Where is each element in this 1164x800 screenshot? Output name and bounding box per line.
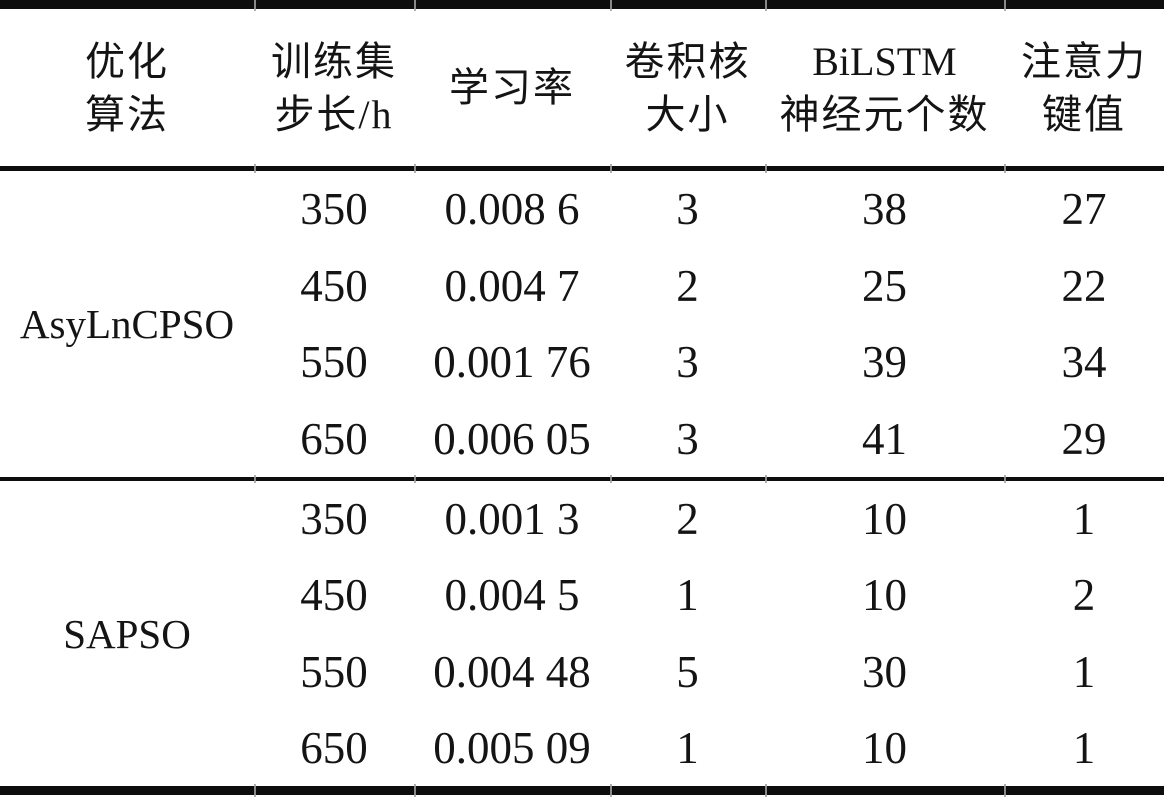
- cell-bilstm-neurons: 25: [862, 260, 907, 311]
- cell-training-step: 550: [300, 646, 368, 697]
- cell-kernel-size: 2: [676, 494, 699, 545]
- column-seam-mark: [254, 784, 256, 797]
- algorithm-label-asylncpso: AsyLnCPSO: [19, 301, 235, 347]
- column-seam-mark: [765, 0, 767, 11]
- header-line: BiLSTM: [812, 38, 957, 84]
- cell-attention-key: 29: [1061, 413, 1107, 464]
- cell-training-step: 550: [300, 337, 368, 388]
- cell-bilstm-neurons: 10: [862, 494, 907, 545]
- cell-kernel-size: 3: [676, 184, 699, 235]
- group-sapso: SAPSO 350 0.001 3 2 10 1 450 0.004 5 1 1…: [0, 481, 1164, 786]
- header-line: 优化: [85, 38, 169, 84]
- cell-training-step: 450: [300, 260, 368, 311]
- top-rule: [0, 0, 1164, 11]
- cell-training-step: 650: [300, 722, 368, 773]
- header-attention-keys: 注意力 键值: [1004, 9, 1164, 166]
- header-optimization-algorithm: 优化 算法: [0, 9, 254, 166]
- header-rule: [0, 164, 1164, 173]
- cell-bilstm-neurons: 30: [862, 646, 907, 697]
- cell-learning-rate: 0.001 76: [433, 337, 591, 388]
- header-line: 学习率: [449, 65, 575, 110]
- cell-learning-rate: 0.004 48: [433, 646, 591, 697]
- cell-training-step: 350: [300, 494, 368, 545]
- cell-kernel-size: 5: [676, 646, 699, 697]
- cell-bilstm-neurons: 39: [862, 337, 907, 388]
- header-learning-rate: 学习率: [414, 9, 610, 166]
- cell-attention-key: 27: [1061, 184, 1107, 235]
- cell-training-step: 350: [300, 184, 368, 235]
- cell-learning-rate: 0.004 7: [444, 260, 580, 311]
- header-line: 神经元个数: [779, 91, 990, 137]
- bottom-rule: [0, 784, 1164, 797]
- header-kernel-size: 卷积核 大小: [610, 9, 765, 166]
- column-seam-mark: [414, 475, 416, 483]
- header-line: 步长/h: [274, 91, 394, 137]
- column-seam-mark: [254, 164, 256, 173]
- group-asylncpso: AsyLnCPSO 350 0.008 6 3 38 27 450 0.004 …: [0, 171, 1164, 477]
- cell-attention-key: 1: [1072, 646, 1096, 697]
- column-seam-mark: [1004, 475, 1006, 483]
- cell-bilstm-neurons: 10: [862, 570, 907, 621]
- cell-learning-rate: 0.008 6: [444, 184, 580, 235]
- cell-training-step: 650: [300, 413, 368, 464]
- cell-learning-rate: 0.006 05: [433, 413, 591, 464]
- header-line: 大小: [645, 91, 730, 137]
- header-training-step: 训练集 步长/h: [254, 9, 414, 166]
- cell-attention-key: 2: [1072, 570, 1096, 621]
- column-seam-mark: [414, 784, 416, 797]
- header-line: 卷积核: [624, 38, 751, 84]
- column-seam-mark: [1004, 164, 1006, 173]
- cell-learning-rate: 0.004 5: [444, 570, 580, 621]
- cell-learning-rate: 0.005 09: [433, 722, 591, 773]
- column-seam-mark: [610, 164, 612, 173]
- cell-attention-key: 1: [1072, 494, 1096, 545]
- column-seam-mark: [610, 475, 612, 483]
- cell-learning-rate: 0.001 3: [444, 494, 580, 545]
- cell-kernel-size: 3: [676, 337, 699, 388]
- cell-attention-key: 34: [1061, 337, 1107, 388]
- header-bilstm-neurons: BiLSTM 神经元个数: [765, 9, 1004, 166]
- cell-bilstm-neurons: 41: [862, 413, 907, 464]
- cell-kernel-size: 1: [676, 570, 699, 621]
- column-seam-mark: [414, 164, 416, 173]
- column-seam-mark: [765, 164, 767, 173]
- column-seam-mark: [1004, 0, 1006, 11]
- cell-training-step: 450: [300, 570, 368, 621]
- column-seam-mark: [254, 0, 256, 11]
- column-seam-mark: [414, 0, 416, 11]
- header-line: 注意力: [1021, 38, 1147, 84]
- column-seam-mark: [610, 784, 612, 797]
- column-seam-mark: [765, 784, 767, 797]
- cell-kernel-size: 3: [676, 413, 699, 464]
- cell-attention-key: 1: [1072, 722, 1096, 773]
- column-seam-mark: [254, 475, 256, 483]
- cell-bilstm-neurons: 10: [862, 722, 907, 773]
- header-line: 键值: [1042, 91, 1126, 137]
- table-header-row: 优化 算法 训练集 步长/h 学习率 卷积核 大小 BiLSTM 神经元个数 注…: [0, 9, 1164, 166]
- algorithm-label-sapso: SAPSO: [63, 610, 191, 657]
- header-line: 算法: [85, 91, 169, 137]
- group-divider-rule: [0, 475, 1164, 483]
- cell-kernel-size: 1: [676, 722, 699, 773]
- column-seam-mark: [1004, 784, 1006, 797]
- header-line: 训练集: [271, 38, 397, 84]
- column-seam-mark: [610, 0, 612, 11]
- cell-bilstm-neurons: 38: [862, 184, 907, 235]
- column-seam-mark: [765, 475, 767, 483]
- cell-kernel-size: 2: [676, 260, 699, 311]
- cell-attention-key: 22: [1061, 260, 1107, 311]
